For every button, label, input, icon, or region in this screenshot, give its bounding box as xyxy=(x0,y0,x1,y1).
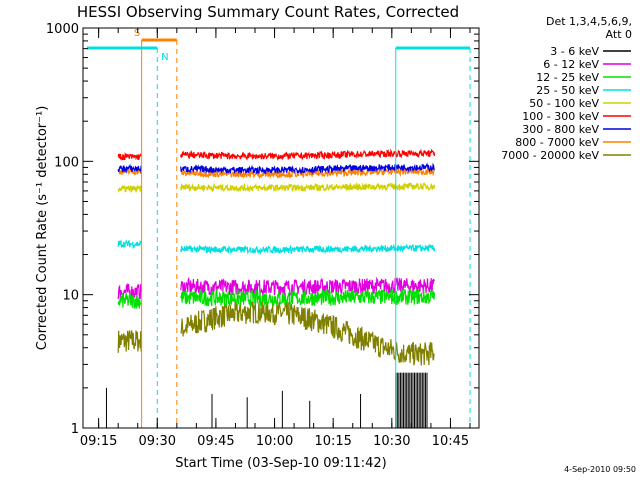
series-line xyxy=(180,148,436,161)
x-tick-label: 10:45 xyxy=(432,434,469,449)
legend-label: 6 - 12 keV xyxy=(543,58,599,71)
legend-label: 50 - 100 keV xyxy=(529,97,599,110)
series-line xyxy=(180,243,436,255)
saa-flag-label: S xyxy=(134,28,140,39)
series-line xyxy=(117,167,142,176)
legend-label: 25 - 50 keV xyxy=(536,84,599,97)
series-line xyxy=(117,151,142,161)
plot-frame xyxy=(82,27,480,429)
series-line xyxy=(117,163,142,174)
series-line xyxy=(180,182,436,193)
y-tick-label: 1 xyxy=(71,422,79,437)
x-axis-ticks: 09:15 09:30 09:45 10:00 10:15 10:30 10:45 xyxy=(80,28,471,449)
x-tick-label: 10:30 xyxy=(373,434,410,449)
series-line xyxy=(180,300,435,366)
night-flag-label: N xyxy=(161,52,168,63)
series-line xyxy=(117,238,142,250)
y-tick-label: 10 xyxy=(62,289,79,304)
legend-label: 300 - 800 keV xyxy=(522,123,599,136)
series-line xyxy=(117,292,142,309)
legend-label: 12 - 25 keV xyxy=(536,71,599,84)
x-axis-label: Start Time (03-Sep-10 09:11:42) xyxy=(175,456,386,471)
series-line xyxy=(180,166,436,180)
legend-label: 100 - 300 keV xyxy=(522,110,599,123)
y-tick-label: 1000 xyxy=(46,22,79,37)
series-line xyxy=(180,162,435,175)
series-line xyxy=(117,330,142,353)
series-line xyxy=(180,276,436,297)
x-tick-label: 09:15 xyxy=(80,434,117,449)
x-tick-label: 10:00 xyxy=(256,434,293,449)
legend-header-line-2: Att 0 xyxy=(606,28,632,41)
y-axis-label: Corrected Count Rate (s⁻¹ detector⁻¹) xyxy=(35,106,50,351)
chart-title: HESSI Observing Summary Count Rates, Cor… xyxy=(77,3,459,21)
legend-label: 800 - 7000 keV xyxy=(515,136,599,149)
x-tick-label: 09:45 xyxy=(197,434,234,449)
series-line xyxy=(117,184,142,194)
y-tick-label: 100 xyxy=(54,155,79,170)
x-tick-label: 10:15 xyxy=(314,434,351,449)
y-axis-ticks: 1 10 100 1000 xyxy=(46,22,479,437)
flag-layer: SN xyxy=(86,28,471,428)
x-tick-label: 09:30 xyxy=(139,434,176,449)
legend-label: 3 - 6 keV xyxy=(550,45,599,58)
series-line xyxy=(180,288,436,308)
legend-header-line-1: Det 1,3,4,5,6,9, xyxy=(546,15,632,28)
series-layer xyxy=(105,148,436,428)
legend-label: 7000 - 20000 keV xyxy=(501,149,599,162)
timestamp-stamp: 4-Sep-2010 09:50 xyxy=(564,465,636,474)
